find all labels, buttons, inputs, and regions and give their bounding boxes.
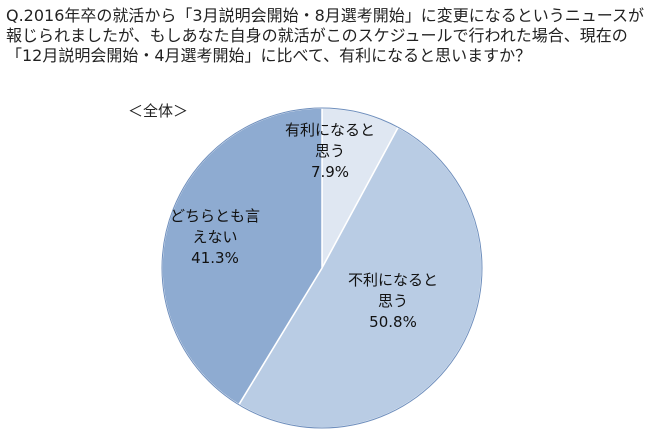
slice-value: 41.3% bbox=[191, 249, 239, 267]
slice-category: どちらとも言えない bbox=[169, 207, 260, 246]
slice-value: 50.8% bbox=[369, 313, 417, 331]
slice-category: 有利になると思う bbox=[284, 121, 375, 160]
slice-value: 7.9% bbox=[310, 163, 350, 181]
slice-label: どちらとも言えない 41.3% bbox=[168, 206, 262, 269]
chart-subtitle: ＜全体＞ bbox=[128, 102, 189, 120]
slice-label: 有利になると思う 7.9% bbox=[283, 120, 377, 183]
slice-label: 不利になると思う 50.8% bbox=[346, 270, 440, 333]
pie-outline bbox=[161, 107, 483, 429]
slice-category: 不利になると思う bbox=[347, 271, 438, 310]
chart-title: Q.2016年卒の就活から「3月説明会開始・8月選考開始」に変更になるというニュ… bbox=[6, 6, 644, 65]
